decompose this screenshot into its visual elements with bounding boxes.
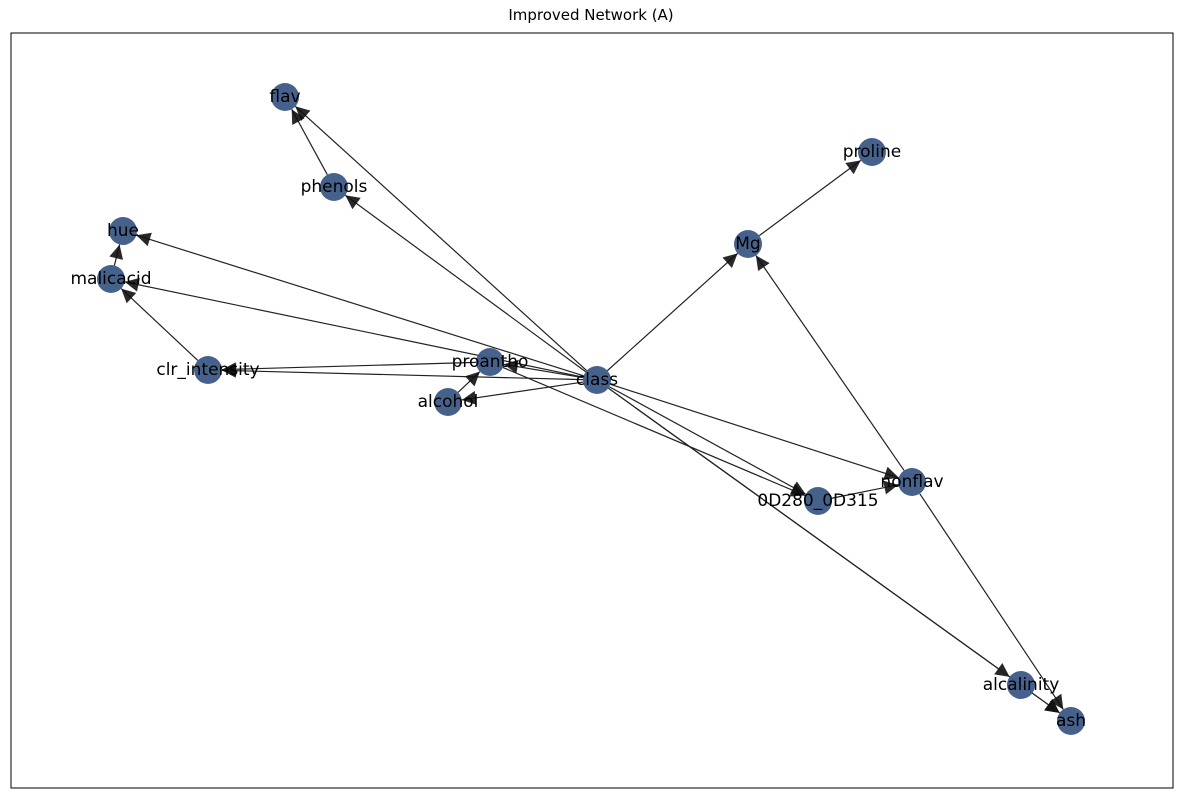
edge-OD280_OD315-to-nonflav (831, 480, 899, 499)
edge-alcalinity-to-ash (1032, 692, 1060, 714)
nodes-layer (97, 83, 1085, 735)
edge-class-to-phenols (344, 194, 587, 373)
edge-alcohol-to-proantho (457, 371, 481, 393)
node-label-flav: flav (269, 87, 300, 107)
edge-proantho-to-OD280_OD315 (502, 366, 806, 497)
node-nonflav (898, 468, 926, 496)
node-alcalinity (1007, 671, 1035, 699)
labels-layer: flav proline phenols hue Mg malicacid clr_inte… (70, 87, 1086, 731)
node-label-phenols: phenols (301, 177, 368, 197)
node-label-Mg: Mg (735, 234, 760, 254)
node-label-ash: ash (1056, 711, 1086, 731)
edge-class-to-ash (608, 387, 1060, 714)
chart-title: Improved Network (A) (508, 6, 674, 24)
edge-nonflav-to-ash (919, 493, 1064, 710)
node-hue (109, 217, 137, 245)
edge-class-to-OD280_OD315 (608, 386, 807, 495)
node-label-class: class (576, 370, 618, 390)
node-malicacid (97, 265, 125, 293)
edge-malicacid-to-hue (109, 244, 123, 266)
edges-layer (109, 105, 1064, 714)
node-proline (858, 138, 886, 166)
edge-class-to-alcohol (461, 381, 584, 405)
plot-frame (10, 32, 1174, 789)
node-ash (1057, 707, 1085, 735)
edge-Mg-to-proline (758, 159, 862, 237)
node-clr_intensity (194, 356, 222, 384)
edge-class-to-clr_intensity (221, 363, 584, 381)
edge-class-to-Mg (607, 252, 738, 372)
node-flav (271, 83, 299, 111)
node-label-alcohol: alcohol (418, 392, 479, 412)
node-label-OD280_OD315: 0D280_0D315 (757, 491, 878, 511)
node-phenols (320, 173, 348, 201)
node-label-malicacid: malicacid (70, 269, 151, 289)
edge-class-to-nonflav (610, 383, 899, 481)
edge-class-to-hue (136, 232, 584, 377)
node-label-nonflav: nonflav (880, 472, 943, 492)
node-alcohol (434, 388, 462, 416)
node-label-proantho: proantho (452, 352, 529, 372)
edge-proantho-to-clr_intensity (221, 361, 477, 377)
node-label-alcalinity: alcalinity (983, 675, 1060, 695)
node-OD280_OD315 (804, 487, 832, 515)
edge-class-to-flav (294, 105, 588, 372)
node-label-hue: hue (107, 221, 139, 241)
node-proantho (476, 348, 504, 376)
edge-phenols-to-flav (291, 109, 328, 175)
node-class (583, 366, 611, 394)
node-Mg (734, 230, 762, 258)
edge-class-to-proantho (503, 359, 584, 379)
edge-clr_intensity-to-malicacid (120, 288, 199, 361)
node-label-proline: proline (843, 142, 902, 162)
edge-nonflav-to-Mg (755, 255, 905, 471)
node-label-clr_intensity: clr_intensity (156, 360, 259, 380)
